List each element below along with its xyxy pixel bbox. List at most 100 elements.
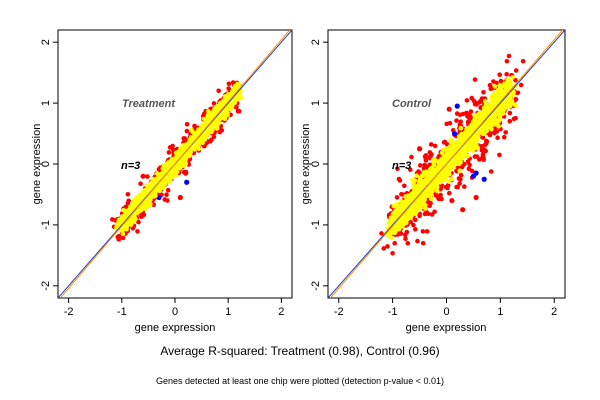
red-point [454,111,460,116]
yellow-point [422,197,428,202]
yellow-point [192,134,197,139]
red-point [454,118,459,123]
yellow-point [510,101,515,106]
yellow-point [414,173,420,178]
red-point [399,192,404,197]
red-point [420,229,426,234]
red-point [423,153,429,158]
yellow-point [448,147,454,153]
blue-point [451,130,458,137]
y-tick-label: -2 [310,281,322,291]
red-point [466,166,472,172]
red-point [443,184,449,190]
red-point [468,109,474,114]
x-tick-label: 2 [278,306,284,318]
red-point [507,118,513,124]
yellow-point [409,191,415,197]
yellow-point [136,209,141,214]
y-tick-label: 0 [310,161,322,167]
red-point [379,231,384,236]
yellow-point [130,202,135,207]
yellow-point [131,215,136,221]
yellow-point [395,226,400,231]
yellow-point [501,92,506,97]
red-point [110,217,115,222]
red-point [236,108,242,114]
red-point [494,129,500,134]
red-point [418,163,423,168]
yellow-point [496,118,502,124]
red-point [184,122,190,127]
yellow-point [199,126,205,131]
red-point [432,209,437,215]
yellow-point [496,124,501,129]
red-point [518,82,524,88]
red-point [392,241,398,246]
red-point [488,169,494,174]
red-point [187,157,193,162]
red-point [465,159,471,164]
yellow-point [465,132,470,138]
yellow-point [454,157,460,163]
yellow-point [408,214,414,220]
red-point [447,190,452,196]
red-point [413,227,418,232]
y-tick-label: 1 [310,100,322,106]
yellow-point [439,159,444,165]
red-point [491,79,496,84]
yellow-point [471,146,477,151]
red-point [140,173,146,179]
panel-annotation-n: n=3 [121,160,140,172]
red-point [504,58,510,64]
x-tick-label: -1 [117,306,127,318]
red-point [409,154,414,160]
yellow-point [120,231,126,237]
yellow-point [195,129,200,135]
y-tick-label: 0 [40,161,52,167]
yellow-point [180,158,186,163]
yellow-point [470,125,476,130]
y-axis-label: gene expression [300,124,312,205]
red-point [428,200,433,206]
red-point [420,240,426,246]
yellow-point [129,219,134,225]
yellow-point [497,108,502,114]
yellow-point [121,208,126,213]
yellow-point [429,189,434,194]
yellow-point [395,207,401,213]
red-point [424,229,430,234]
x-axis-ticks: -2 -1 0 1 2 [64,298,284,318]
red-point [497,152,502,158]
data-points [379,53,526,256]
red-point [381,246,387,251]
yellow-point [144,201,149,207]
red-point [481,155,486,161]
red-point [506,53,512,59]
yellow-point [402,203,408,209]
yellow-point [116,218,121,224]
yellow-point [395,201,400,207]
red-point [411,222,416,228]
red-point [465,113,470,119]
x-tick-label: -2 [334,306,344,318]
yellow-point [143,192,148,197]
red-point [469,168,475,174]
red-point [458,177,463,182]
red-point [495,135,500,140]
red-point [170,147,176,153]
yellow-point [225,112,230,118]
yellow-point [488,106,494,112]
yellow-point [402,215,407,220]
yellow-point [492,91,498,96]
blue-point [454,103,460,109]
yellow-point [475,121,480,126]
yellow-point [159,183,165,188]
yellow-point [447,172,452,177]
red-point [455,184,461,190]
red-point [395,166,400,172]
red-point [424,210,430,215]
red-point [164,192,169,197]
red-point [177,194,183,201]
yellow-point [222,116,228,121]
